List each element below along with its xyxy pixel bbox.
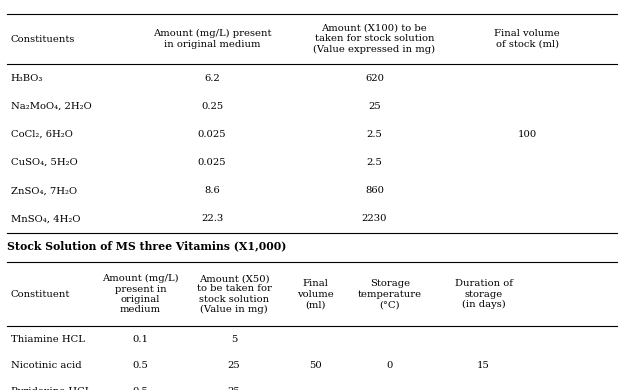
Text: Na₂MoO₄, 2H₂O: Na₂MoO₄, 2H₂O xyxy=(11,102,91,111)
Text: H₃BO₃: H₃BO₃ xyxy=(11,74,43,83)
Text: 0.1: 0.1 xyxy=(132,335,149,344)
Text: CuSO₄, 5H₂O: CuSO₄, 5H₂O xyxy=(11,158,77,167)
Text: 0.25: 0.25 xyxy=(201,102,223,111)
Text: 22.3: 22.3 xyxy=(201,214,223,223)
Text: 25: 25 xyxy=(228,361,240,370)
Text: ZnSO₄, 7H₂O: ZnSO₄, 7H₂O xyxy=(11,186,77,195)
Text: Final
volume
(ml): Final volume (ml) xyxy=(297,279,333,309)
Text: Duration of
storage
(in days): Duration of storage (in days) xyxy=(455,279,512,309)
Text: Amount (X50)
to be taken for
stock solution
(Value in mg): Amount (X50) to be taken for stock solut… xyxy=(197,274,271,314)
Text: Amount (mg/L) present
in original medium: Amount (mg/L) present in original medium xyxy=(153,29,271,49)
Text: 25: 25 xyxy=(368,102,381,111)
Text: 15: 15 xyxy=(477,361,490,370)
Text: 0.5: 0.5 xyxy=(132,387,149,390)
Text: 0.025: 0.025 xyxy=(198,130,227,139)
Text: 100: 100 xyxy=(518,130,537,139)
Text: Amount (mg/L)
present in
original
medium: Amount (mg/L) present in original medium xyxy=(102,274,178,314)
Text: Amount (X100) to be
taken for stock solution
(Value expressed in mg): Amount (X100) to be taken for stock solu… xyxy=(313,24,436,54)
Text: 860: 860 xyxy=(365,186,384,195)
Text: 6.2: 6.2 xyxy=(204,74,220,83)
Text: MnSO₄, 4H₂O: MnSO₄, 4H₂O xyxy=(11,214,80,223)
Text: 2.5: 2.5 xyxy=(366,130,383,139)
Text: 2.5: 2.5 xyxy=(366,158,383,167)
Text: Storage
temperature
(°C): Storage temperature (°C) xyxy=(358,279,422,309)
Text: 5: 5 xyxy=(231,335,237,344)
Text: 2230: 2230 xyxy=(362,214,387,223)
Text: CoCl₂, 6H₂O: CoCl₂, 6H₂O xyxy=(11,130,72,139)
Text: 620: 620 xyxy=(365,74,384,83)
Text: Constituents: Constituents xyxy=(11,34,75,44)
Text: 50: 50 xyxy=(309,361,321,370)
Text: Final volume
of stock (ml): Final volume of stock (ml) xyxy=(494,29,560,49)
Text: 0: 0 xyxy=(387,361,393,370)
Text: Thiamine HCL: Thiamine HCL xyxy=(11,335,84,344)
Text: 0.025: 0.025 xyxy=(198,158,227,167)
Text: Pyridoxine HCL: Pyridoxine HCL xyxy=(11,387,91,390)
Text: Nicotinic acid: Nicotinic acid xyxy=(11,361,81,370)
Text: 8.6: 8.6 xyxy=(204,186,220,195)
Text: 0.5: 0.5 xyxy=(132,361,149,370)
Text: Stock Solution of MS three Vitamins (X1,000): Stock Solution of MS three Vitamins (X1,… xyxy=(7,241,287,252)
Text: 25: 25 xyxy=(228,387,240,390)
Text: Constituent: Constituent xyxy=(11,290,70,299)
